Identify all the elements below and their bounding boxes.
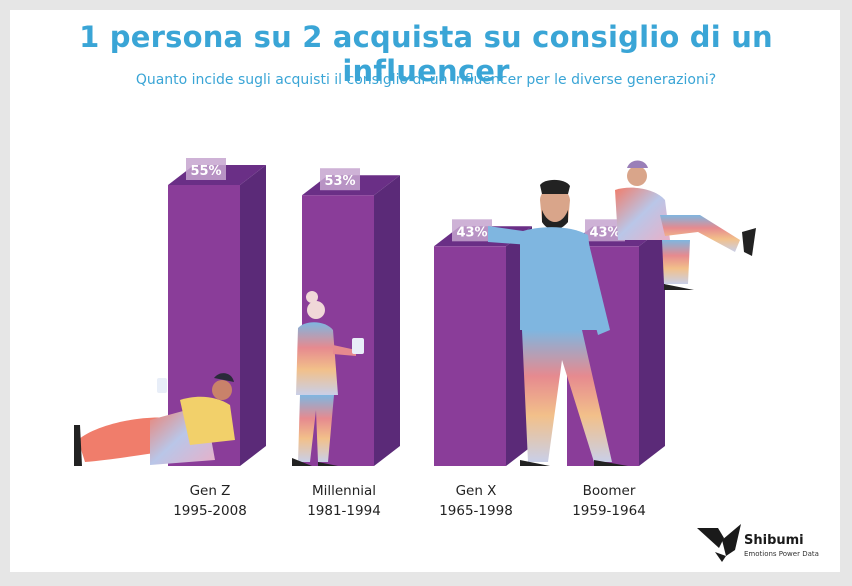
chart-subtitle: Quanto incide sugli acquisti il consigli… [135, 72, 717, 88]
value-label-bg [186, 158, 226, 180]
shibumi-logo-icon [697, 524, 741, 562]
category-years: 1959-1964 [572, 503, 646, 519]
category-name: Boomer [582, 483, 636, 499]
category-label: Gen X 1965-1998 [416, 481, 536, 521]
category-years: 1995-2008 [173, 503, 247, 519]
category-name: Gen X [455, 483, 497, 499]
category-years: 1965-1998 [439, 503, 513, 519]
bar-side [240, 165, 266, 466]
category-name: Millennial [311, 483, 377, 499]
person-sitting-illustration [615, 160, 756, 290]
category-name: Gen Z [189, 483, 231, 499]
bar-side [639, 226, 665, 466]
category-years: 1981-1994 [307, 503, 381, 519]
value-label: 55% [190, 164, 221, 179]
chart-title: 1 persona su 2 acquista su consiglio di … [79, 20, 773, 88]
bar-side [374, 175, 400, 466]
brand-name: Shibumi [744, 533, 804, 548]
person-standing-phone-illustration [292, 291, 364, 466]
person-leaning-man-illustration [488, 179, 628, 466]
bar-gen-x: 43% [434, 219, 532, 466]
category-label: Boomer 1959-1964 [549, 481, 669, 521]
value-label-bg [585, 219, 625, 242]
value-label: 53% [324, 174, 355, 189]
value-label-bg [320, 168, 360, 191]
category-label: Gen Z 1995-2008 [150, 481, 270, 521]
value-label-bg [452, 219, 492, 242]
bar-front [434, 246, 506, 466]
category-label: Millennial 1981-1994 [284, 481, 404, 521]
brand-tagline: Emotions Power Data [744, 550, 819, 558]
person-reclining-illustration [74, 373, 235, 466]
chart-card [10, 10, 840, 572]
value-label: 43% [456, 225, 487, 240]
value-label: 43% [589, 225, 620, 240]
